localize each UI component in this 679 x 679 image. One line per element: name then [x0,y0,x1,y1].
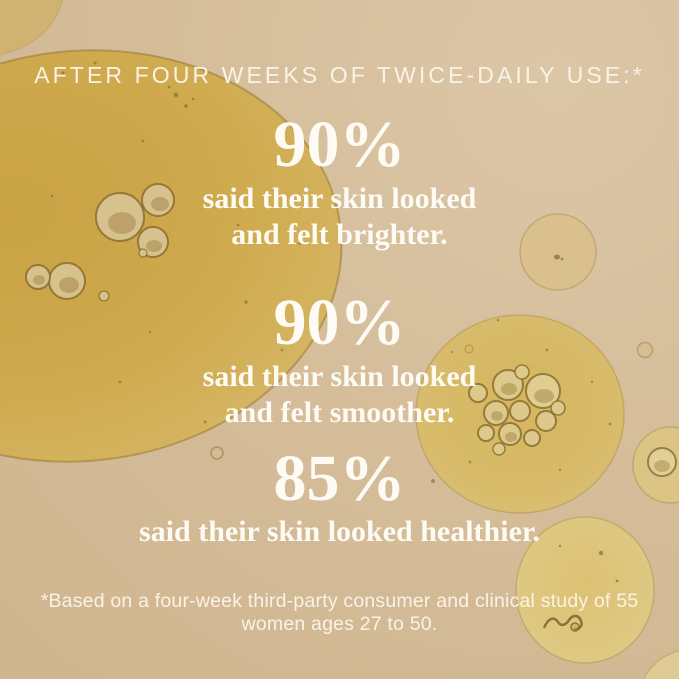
oil-squiggle [542,614,583,631]
stat-caption-line: said their skin looked [202,182,477,215]
oil-droplet-medium [415,314,625,514]
oil-droplet-right-edge [632,426,679,504]
oil-bubbles-large-droplet [25,183,175,302]
stat-caption-line: said their skin looked healthier. [139,515,540,548]
oil-bubble-cluster-shadows [491,383,554,442]
oil-ring-tiny-right [636,341,654,359]
oil-specks-bottom-right [558,544,619,583]
oil-droplet-corner-top-left [0,0,64,56]
footnote-line: women ages 27 to 50. [241,613,438,635]
oil-specks-large-droplet [50,61,302,424]
stat-caption-line: and felt brighter. [231,218,448,251]
study-footnote: *Based on a four-week third-party consum… [0,590,679,636]
stat-caption-line: and felt smoother. [224,396,455,429]
headline: AFTER FOUR WEEKS OF TWICE-DAILY USE:* [34,62,645,88]
oil-specks-medium-droplet [431,318,612,483]
stat-value: 90% [273,108,406,181]
oil-droplet-large [0,49,343,463]
stat-block-brighter: 90% said their skin looked and felt brig… [203,87,477,253]
oil-ring-medium-droplet [464,344,474,354]
oil-ring-small [210,446,224,460]
stat-caption-line: said their skin looked [202,360,477,393]
stat-block-healthier: 85% said their skin looked healthier. [139,431,540,549]
oil-bubble-inner-shadows [33,197,169,293]
footnote-line: *Based on a four-week third-party consum… [40,590,639,612]
stat-value: 85% [273,442,406,515]
oil-droplet-top-right [519,213,597,291]
stat-block-smoother: 90% said their skin looked and felt smoo… [203,253,477,431]
oil-bubble-cluster [468,364,566,456]
stat-value: 90% [273,286,406,359]
oil-droplet-corner-bottom-right [643,650,679,679]
oil-droplet-bottom-right [515,516,655,664]
